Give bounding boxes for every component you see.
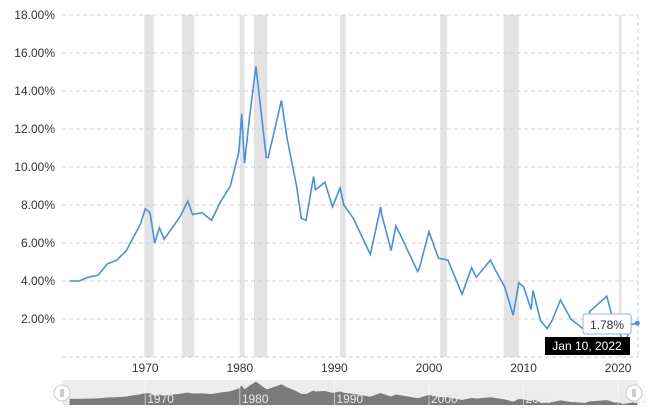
tooltip-box: [582, 313, 632, 335]
tooltip: 1.78% Jan 10, 2022: [545, 313, 640, 355]
navigator-tick-label: 2010: [526, 392, 553, 406]
y-tick-label: 4.00%: [21, 274, 55, 288]
y-axis-labels: 2.00% 4.00% 6.00% 8.00% 10.00% 12.00% 14.00% 16…: [14, 8, 55, 326]
x-tick-label: 1990: [321, 361, 348, 375]
tooltip-date: Jan 10, 2022: [552, 339, 622, 353]
y-tick-label: 16.00%: [14, 46, 55, 60]
recession-band: [340, 15, 346, 357]
navigator-tick-label: 1980: [242, 392, 269, 406]
x-axis-labels: 1970 1980 1990 2000 2010 2020: [132, 361, 632, 375]
recession-bands: [144, 15, 622, 357]
navigator-tick-label: 1970: [147, 392, 174, 406]
navigator-right-handle[interactable]: [625, 384, 643, 402]
recession-band: [440, 15, 447, 357]
date-tooltip-box: [545, 337, 630, 355]
recession-band: [239, 15, 245, 357]
navigator-tick-label: 1990: [336, 392, 363, 406]
y-tick-label: 10.00%: [14, 160, 55, 174]
navigator-left-handle[interactable]: [53, 384, 71, 402]
series-line: [69, 66, 638, 349]
y-tick-label: 14.00%: [14, 84, 55, 98]
recession-band: [182, 15, 195, 357]
navigator-tick-label: 2000: [431, 392, 458, 406]
y-tick-label: 6.00%: [21, 236, 55, 250]
grid-lines: [62, 14, 639, 358]
navigator-area: [69, 381, 638, 405]
x-tick-label: 2020: [605, 361, 632, 375]
tooltip-value: 1.78%: [590, 318, 624, 332]
y-tick-label: 2.00%: [21, 312, 55, 326]
recession-band: [619, 15, 622, 357]
x-tick-label: 1970: [132, 361, 159, 375]
tooltip-marker: [634, 320, 640, 326]
recession-band: [144, 15, 154, 357]
x-tick-label: 2010: [510, 361, 537, 375]
y-tick-label: 18.00%: [14, 8, 55, 22]
y-tick-label: 8.00%: [21, 198, 55, 212]
recession-band: [503, 15, 519, 357]
recession-band: [254, 15, 268, 357]
y-tick-label: 12.00%: [14, 122, 55, 136]
x-tick-label: 1980: [226, 361, 253, 375]
x-tick-label: 2000: [416, 361, 443, 375]
